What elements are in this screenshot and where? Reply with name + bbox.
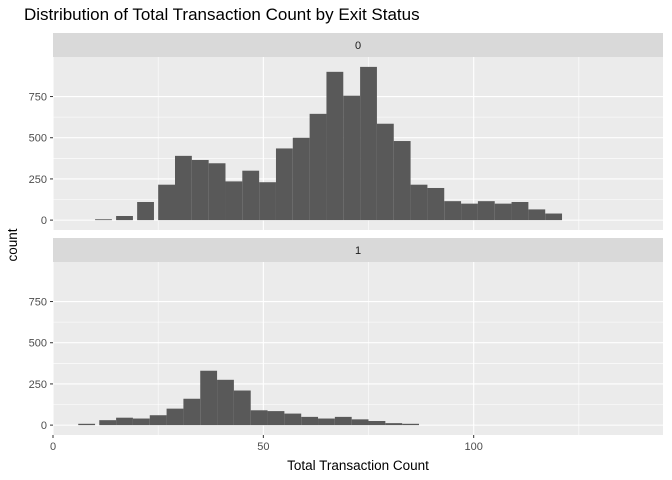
histogram-bar bbox=[116, 417, 133, 426]
y-tick-label: 250 bbox=[29, 379, 47, 391]
histogram-bar bbox=[267, 411, 285, 426]
histogram-bar bbox=[318, 418, 335, 426]
x-axis-title: Total Transaction Count bbox=[287, 458, 429, 473]
histogram-bar bbox=[368, 420, 386, 426]
x-tick-label: 50 bbox=[257, 441, 269, 453]
histogram-bar bbox=[284, 413, 302, 426]
histogram-bar bbox=[233, 390, 251, 426]
histogram-bar bbox=[225, 181, 243, 221]
y-tick-label: 0 bbox=[41, 420, 47, 432]
x-tick-label: 100 bbox=[465, 441, 483, 453]
histogram-bar bbox=[292, 137, 310, 221]
histogram-bar bbox=[166, 408, 184, 426]
histogram-bar bbox=[360, 66, 377, 221]
histogram-bar bbox=[444, 201, 462, 221]
histogram-bar bbox=[334, 416, 352, 426]
histogram-bar bbox=[351, 419, 369, 426]
histogram-bar bbox=[191, 159, 209, 221]
histogram-bar bbox=[200, 370, 218, 426]
histogram-bar bbox=[511, 201, 529, 221]
histogram-bar bbox=[158, 184, 175, 221]
histogram-bar bbox=[402, 423, 419, 426]
histogram-bar bbox=[95, 219, 112, 221]
histogram-bar bbox=[208, 163, 226, 221]
y-tick-label: 750 bbox=[29, 297, 47, 309]
facet-strip-label: 0 bbox=[355, 40, 361, 52]
histogram-bar bbox=[275, 148, 293, 221]
histogram-bar bbox=[132, 418, 150, 426]
histogram-bar bbox=[250, 410, 268, 426]
histogram-bar bbox=[376, 123, 394, 221]
histogram-bar bbox=[99, 420, 117, 426]
histogram-bar bbox=[545, 213, 563, 221]
y-tick-label: 750 bbox=[29, 92, 47, 104]
facet-strip bbox=[53, 238, 663, 262]
histogram-bar bbox=[410, 184, 428, 221]
y-tick-label: 500 bbox=[29, 338, 47, 350]
histogram-bar bbox=[149, 415, 167, 426]
histogram-bar bbox=[528, 209, 546, 221]
histogram-bar bbox=[78, 423, 96, 426]
histogram-bar bbox=[137, 201, 154, 221]
histogram-bar bbox=[183, 398, 201, 426]
histogram-bar bbox=[301, 416, 319, 426]
histogram-bar bbox=[427, 187, 445, 221]
histogram-bar bbox=[494, 203, 512, 221]
facet-strip bbox=[53, 33, 663, 57]
histogram-bar bbox=[217, 379, 234, 426]
panel-background bbox=[53, 262, 663, 435]
y-tick-label: 250 bbox=[29, 174, 47, 186]
histogram-bar bbox=[242, 170, 260, 221]
y-axis-title: count bbox=[5, 228, 20, 261]
histogram-bar bbox=[343, 95, 361, 221]
x-tick-label: 0 bbox=[50, 441, 56, 453]
histogram-bar bbox=[477, 201, 495, 221]
y-tick-label: 0 bbox=[41, 215, 47, 227]
histogram-bar bbox=[385, 423, 403, 426]
histogram-bar bbox=[393, 141, 411, 221]
histogram-bar bbox=[116, 215, 133, 221]
histogram-bar bbox=[309, 113, 327, 221]
histogram-bar bbox=[326, 71, 344, 221]
histogram-bar bbox=[461, 203, 478, 221]
histogram-bar bbox=[175, 155, 192, 221]
chart-title: Distribution of Total Transaction Count … bbox=[24, 5, 420, 24]
facet-strip-label: 1 bbox=[355, 245, 361, 257]
histogram-bar bbox=[259, 182, 276, 221]
y-tick-label: 500 bbox=[29, 133, 47, 145]
